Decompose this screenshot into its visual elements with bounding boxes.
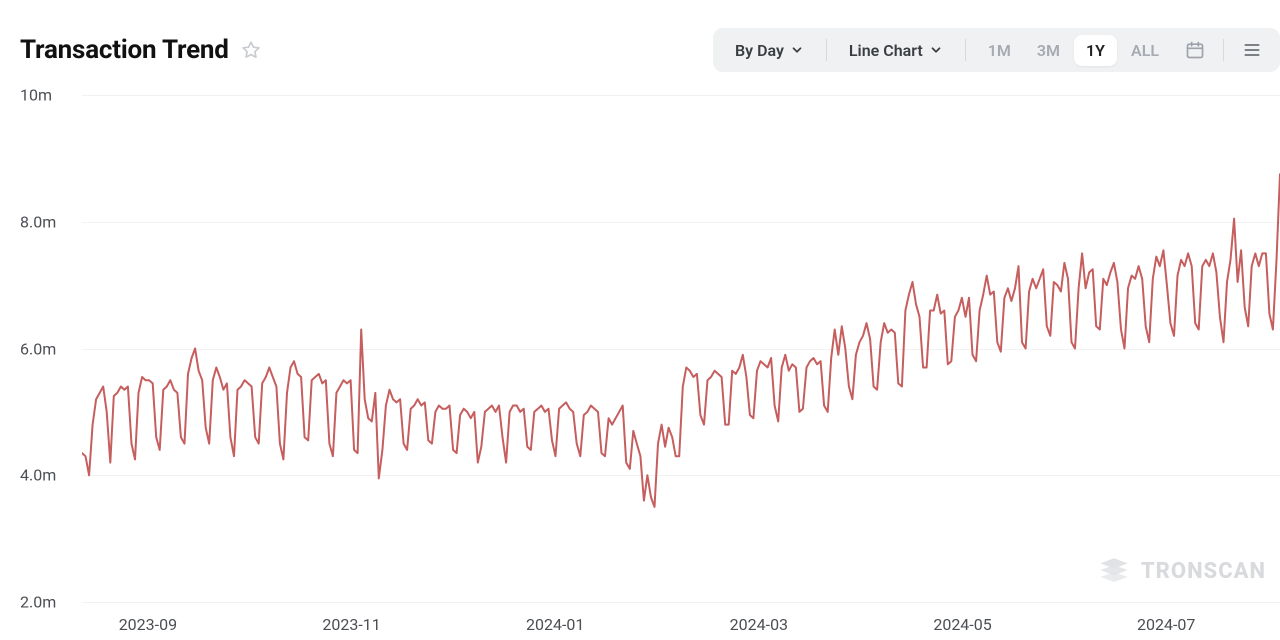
x-tick-label: 2024-07 [1137, 615, 1195, 634]
watermark-text: TRONSCAN [1141, 559, 1266, 584]
x-tick-label: 2023-09 [119, 615, 177, 634]
x-tick-label: 2024-05 [933, 615, 991, 634]
y-tick-label: 4.0m [20, 466, 56, 485]
x-tick-label: 2024-03 [730, 615, 788, 634]
range-buttons: 1M3M1YALL [976, 35, 1171, 66]
y-tick-label: 6.0m [20, 339, 56, 358]
chart-toolbar: By Day Line Chart 1M3M1YALL [713, 28, 1280, 72]
chevron-down-icon [929, 43, 943, 57]
chart-type-label: Line Chart [849, 41, 923, 60]
toolbar-divider [1223, 39, 1224, 61]
title-group: Transaction Trend [20, 35, 261, 65]
range-3m[interactable]: 3M [1025, 35, 1072, 66]
toolbar-divider [965, 39, 966, 61]
y-tick-label: 10m [20, 86, 52, 105]
line-plot[interactable] [82, 95, 1280, 602]
chart-type-selector[interactable]: Line Chart [837, 35, 955, 66]
granularity-selector[interactable]: By Day [723, 35, 816, 66]
range-1m[interactable]: 1M [976, 35, 1023, 66]
granularity-label: By Day [735, 41, 784, 60]
toolbar-divider [826, 39, 827, 61]
favorite-star-icon[interactable] [241, 40, 261, 60]
x-tick-label: 2024-01 [526, 615, 584, 634]
range-1y[interactable]: 1Y [1074, 35, 1117, 66]
series-line [82, 174, 1280, 507]
y-tick-label: 2.0m [20, 593, 56, 612]
chevron-down-icon [790, 43, 804, 57]
gridline [82, 602, 1280, 603]
chart-area: 2.0m4.0m6.0m8.0m10m 2023-092023-112024-0… [20, 95, 1280, 640]
page-title: Transaction Trend [20, 35, 229, 65]
menu-icon[interactable] [1234, 34, 1270, 66]
y-tick-label: 8.0m [20, 212, 56, 231]
range-all[interactable]: ALL [1119, 35, 1171, 66]
calendar-icon[interactable] [1177, 34, 1213, 66]
x-tick-label: 2023-11 [322, 615, 380, 634]
watermark: TRONSCAN [1097, 556, 1266, 586]
